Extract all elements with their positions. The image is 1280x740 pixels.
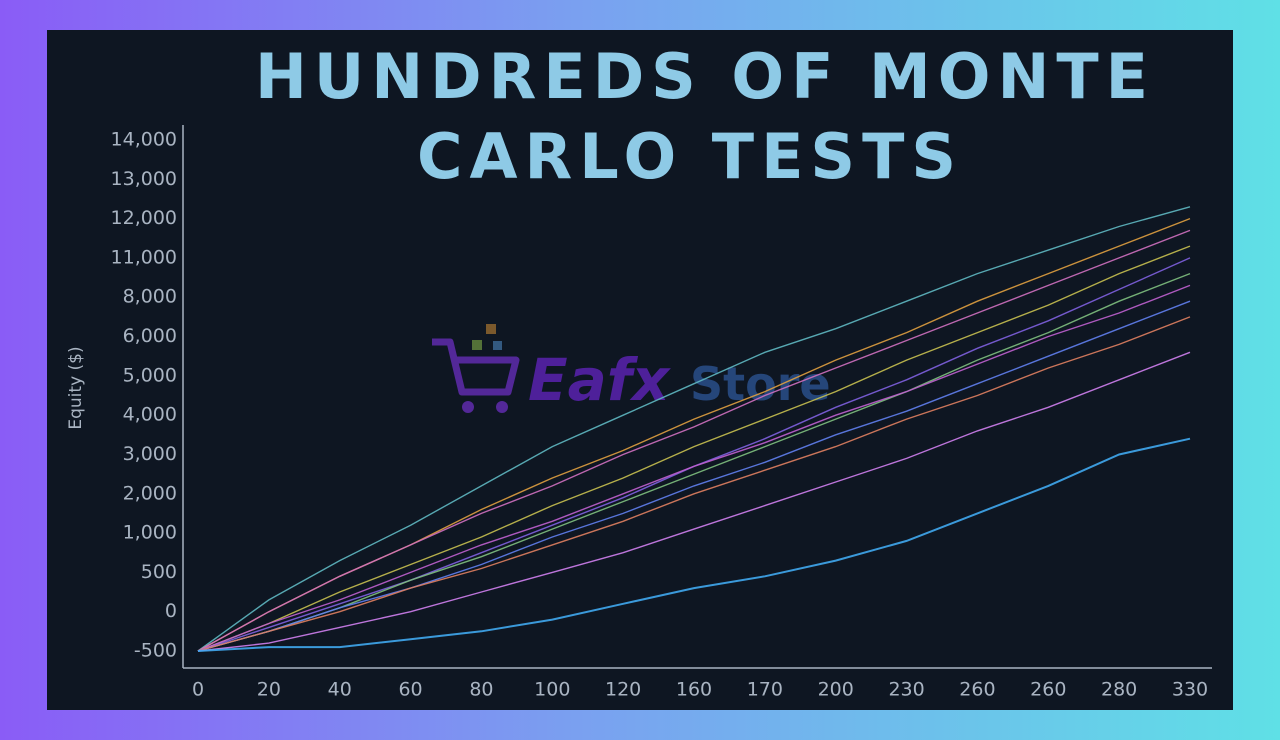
x-tick-label: 280	[1101, 679, 1137, 701]
x-tick-label: 330	[1172, 679, 1208, 701]
y-tick-label: 13,000	[111, 168, 177, 190]
y-tick-label: 6,000	[123, 325, 177, 347]
y-tick-label: 2,000	[123, 482, 177, 504]
series-line	[197, 316, 1191, 652]
x-tick-label: 0	[192, 679, 204, 701]
y-tick-label: 0	[165, 600, 177, 622]
x-tick-label: 160	[676, 679, 712, 701]
x-tick-label: 20	[257, 679, 281, 701]
y-tick-label: 3,000	[123, 443, 177, 465]
x-tick-label: 40	[328, 679, 352, 701]
y-tick-label: 8,000	[123, 286, 177, 308]
chart-title: HUNDREDS OF MONTE	[255, 40, 1155, 113]
x-tick-label: 260	[959, 679, 995, 701]
y-tick-label: 14,000	[111, 129, 177, 151]
watermark-icon	[432, 324, 520, 413]
series-line	[197, 229, 1191, 652]
watermark-text: Eafx	[528, 346, 671, 414]
series-line	[197, 284, 1191, 652]
x-tick-label: 120	[605, 679, 641, 701]
y-axis-label: Equity ($)	[66, 346, 86, 429]
panel	[47, 30, 1233, 710]
y-tick-label: 4,000	[123, 404, 177, 426]
x-tick-label: 200	[818, 679, 854, 701]
x-tick-label: 230	[888, 679, 924, 701]
series-line	[197, 272, 1191, 652]
y-tick-label: 500	[141, 561, 177, 583]
chart-title: CARLO TESTS	[417, 120, 963, 193]
y-tick-label: 1,000	[123, 522, 177, 544]
y-tick-label: 11,000	[111, 246, 177, 268]
series-line	[197, 351, 1191, 652]
y-tick-label: -500	[134, 640, 177, 662]
y-tick-label: 5,000	[123, 364, 177, 386]
watermark-text: Store	[690, 357, 831, 411]
x-tick-label: 260	[1030, 679, 1066, 701]
series-line	[197, 300, 1191, 652]
series-line	[197, 206, 1191, 652]
x-tick-label: 60	[398, 679, 422, 701]
x-tick-label: 100	[534, 679, 570, 701]
y-tick-label: 12,000	[111, 207, 177, 229]
x-tick-label: 170	[747, 679, 783, 701]
series-line	[197, 437, 1191, 652]
series-line	[197, 245, 1191, 652]
x-tick-label: 80	[469, 679, 493, 701]
